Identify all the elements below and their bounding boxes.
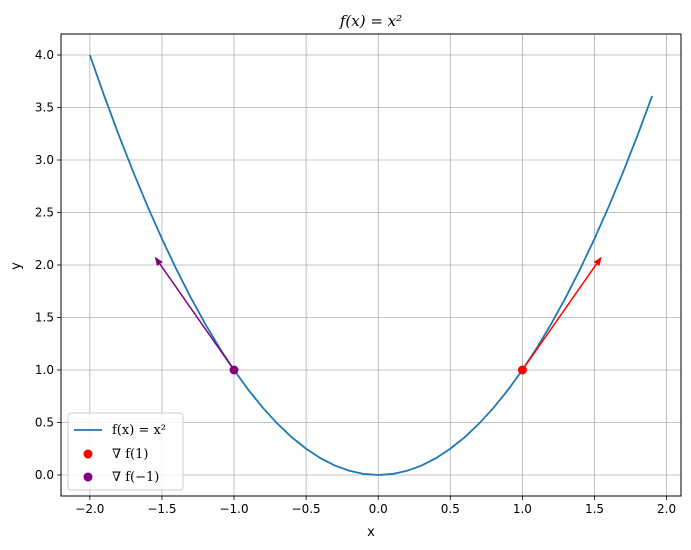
x-tick-label: −1.5 xyxy=(147,502,176,516)
gradient-point-marker xyxy=(229,365,239,375)
y-tick-label: 0.5 xyxy=(35,416,54,430)
legend-grad1-label: ∇ f(1) xyxy=(112,447,148,462)
x-tick-label: 0.5 xyxy=(441,502,460,516)
arrow-layer xyxy=(154,256,602,375)
y-tick-label: 4.0 xyxy=(35,48,54,62)
gradient-arrow-shaft xyxy=(521,263,598,371)
legend-box xyxy=(67,412,184,491)
y-tick-label: 2.0 xyxy=(35,258,54,272)
x-tick-label: −1.0 xyxy=(219,502,248,516)
x-axis-label: x xyxy=(367,525,375,540)
x-tick-label: 0.0 xyxy=(369,502,388,516)
y-axis-label: y xyxy=(9,262,24,270)
y-tick-label: 1.5 xyxy=(35,311,54,325)
x-tick-label: 1.5 xyxy=(585,502,604,516)
chart-title: f(x) = x² xyxy=(339,12,402,30)
y-tick-label: 2.5 xyxy=(35,206,54,220)
y-tick-label: 3.5 xyxy=(35,101,54,115)
legend-curve-label: f(x) = x² xyxy=(112,423,166,438)
legend: f(x) = x² ∇ f(1) ∇ f(−1) xyxy=(67,412,184,491)
y-tick-label: 1.0 xyxy=(35,363,54,377)
y-tick-label: 3.0 xyxy=(35,153,54,167)
gradient-point-marker xyxy=(517,365,527,375)
curve-layer xyxy=(88,54,654,476)
legend-grad1-swatch xyxy=(83,449,93,459)
gradient-arrow-head xyxy=(154,256,163,266)
x-tick-label: −2.0 xyxy=(75,502,104,516)
ticks: −2.0 −1.5 −1.0 −0.5 0.0 0.5 1.0 1.5 2.0 0.0 0.5 1.0… xyxy=(35,48,676,516)
x-tick-label: −0.5 xyxy=(292,502,321,516)
y-tick-label: 0.0 xyxy=(35,468,54,482)
x-tick-label: 2.0 xyxy=(657,502,676,516)
gradient-arrow-shaft xyxy=(159,263,235,371)
legend-grad2-label: ∇ f(−1) xyxy=(112,470,159,485)
curve-line xyxy=(88,54,654,476)
gradient-arrow-head xyxy=(593,256,602,266)
x-tick-label: 1.0 xyxy=(513,502,532,516)
legend-grad2-swatch xyxy=(83,472,93,482)
